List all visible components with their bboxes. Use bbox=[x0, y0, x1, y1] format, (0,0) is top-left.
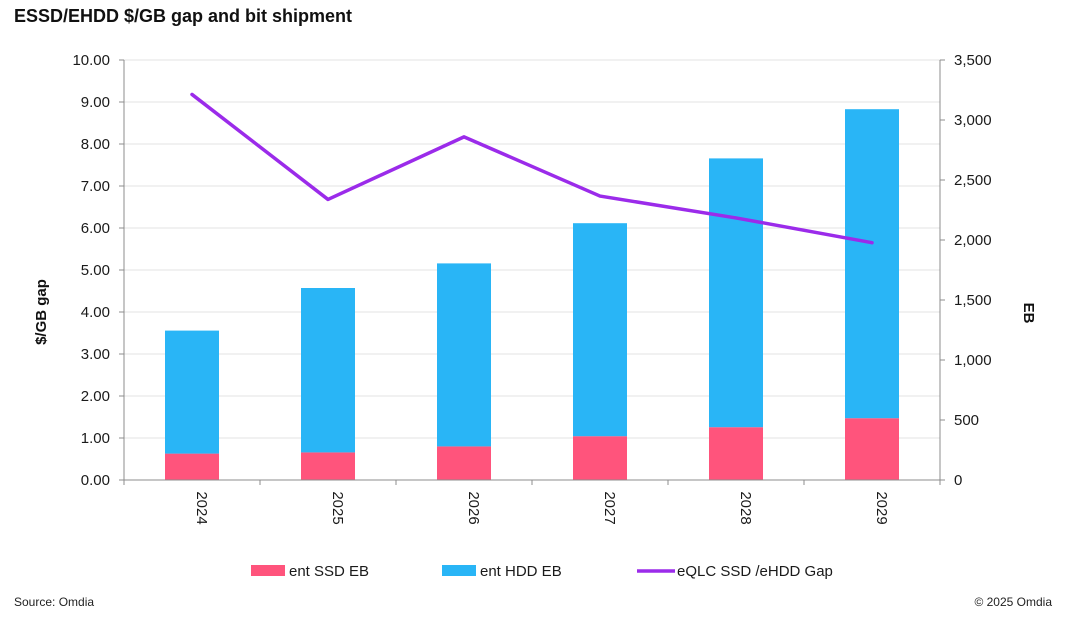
y2-tick-label: 3,000 bbox=[954, 112, 992, 129]
bar-ent-hdd-2027 bbox=[573, 223, 627, 437]
y-tick-label: 8.00 bbox=[81, 136, 110, 153]
bars bbox=[165, 109, 899, 480]
y-tick-label: 10.00 bbox=[72, 52, 110, 69]
gridlines bbox=[124, 59, 940, 481]
bar-ent-ssd-2026 bbox=[437, 446, 491, 480]
tick-labels: 0.00 1.00 2.00 3.00 4.00 5.00 6.00 7.00 8.00 9.00… bbox=[72, 52, 991, 525]
y2-axis-label: EB bbox=[1020, 303, 1037, 324]
y-axis-label: $/GB gap bbox=[33, 279, 50, 345]
y-tick-label: 3.00 bbox=[81, 346, 110, 363]
point-eqlc-gap-2026 bbox=[462, 135, 466, 139]
bar-ent-hdd-2028 bbox=[709, 158, 763, 428]
y2-tick-label: 1,000 bbox=[954, 352, 992, 369]
point-eqlc-gap-2024 bbox=[190, 92, 194, 96]
point-eqlc-gap-2027 bbox=[598, 194, 602, 198]
copyright-note: © 2025 Omdia bbox=[974, 595, 1052, 609]
chart-title: ESSD/EHDD $/GB gap and bit shipment bbox=[14, 6, 353, 26]
point-eqlc-gap-2029 bbox=[870, 241, 874, 245]
y-tick-label: 0.00 bbox=[81, 472, 110, 489]
point-eqlc-gap-2025 bbox=[326, 197, 330, 201]
y-tick-label: 1.00 bbox=[81, 430, 110, 447]
bar-ent-hdd-2025 bbox=[301, 288, 355, 453]
bar-ent-ssd-2025 bbox=[301, 452, 355, 480]
y2-tick-label: 1,500 bbox=[954, 292, 992, 309]
legend-ent-hdd-swatch bbox=[442, 565, 476, 576]
gap-line bbox=[190, 92, 874, 245]
y-tick-label: 6.00 bbox=[81, 220, 110, 237]
bar-ent-ssd-2028 bbox=[709, 427, 763, 480]
bar-ent-hdd-2024 bbox=[165, 330, 219, 454]
bar-ent-ssd-2027 bbox=[573, 436, 627, 480]
legend-ent-ssd-swatch bbox=[251, 565, 285, 576]
x-tick-label: 2028 bbox=[737, 491, 754, 524]
source-note: Source: Omdia bbox=[14, 595, 95, 609]
line-eqlc-gap bbox=[190, 92, 874, 245]
y2-tick-label: 2,500 bbox=[954, 172, 992, 189]
legend: ent SSD EB ent HDD EB eQLC SSD /eHDD Gap bbox=[251, 563, 833, 580]
y-tick-label: 2.00 bbox=[81, 388, 110, 405]
legend-ent-hdd-label: ent HDD EB bbox=[480, 563, 562, 580]
legend-ent-ssd-label: ent SSD EB bbox=[289, 563, 369, 580]
x-tick-label: 2029 bbox=[873, 491, 890, 524]
y-tick-label: 4.00 bbox=[81, 304, 110, 321]
bar-ent-hdd-2026 bbox=[437, 263, 491, 447]
x-tick-label: 2026 bbox=[465, 491, 482, 524]
y2-tick-label: 3,500 bbox=[954, 52, 992, 69]
y-tick-label: 7.00 bbox=[81, 178, 110, 195]
y2-tick-label: 2,000 bbox=[954, 232, 992, 249]
legend-eqlc-gap-label: eQLC SSD /eHDD Gap bbox=[677, 563, 833, 580]
bar-ent-hdd-2029 bbox=[845, 109, 899, 419]
axes bbox=[119, 59, 945, 485]
x-tick-label: 2024 bbox=[193, 491, 210, 524]
x-tick-label: 2025 bbox=[329, 491, 346, 524]
point-eqlc-gap-2028 bbox=[734, 216, 738, 220]
y-tick-label: 9.00 bbox=[81, 94, 110, 111]
y2-tick-label: 500 bbox=[954, 412, 979, 429]
x-tick-label: 2027 bbox=[601, 491, 618, 524]
bar-ent-ssd-2029 bbox=[845, 418, 899, 480]
y-tick-label: 5.00 bbox=[81, 262, 110, 279]
bar-ent-ssd-2024 bbox=[165, 453, 219, 480]
y2-tick-label: 0 bbox=[954, 472, 962, 489]
